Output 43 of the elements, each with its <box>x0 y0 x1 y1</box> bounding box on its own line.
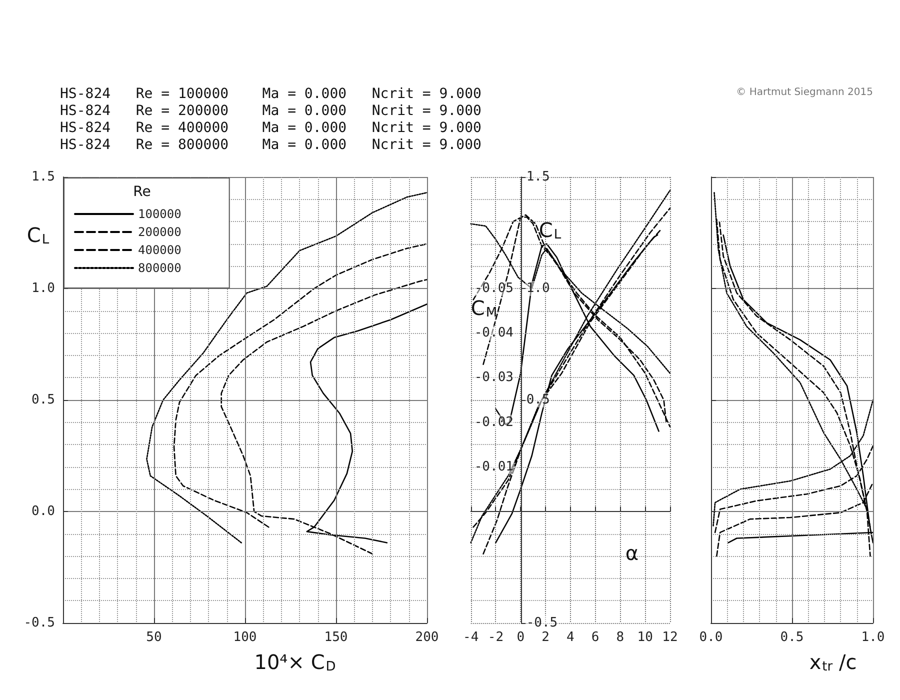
x-tick-label: -4 <box>463 630 479 645</box>
y2-tick-label: -0.04 <box>474 326 514 341</box>
x-axis-title: α <box>625 541 639 565</box>
x-tick-label: 50 <box>146 630 162 645</box>
y-tick-label: 0.0 <box>32 504 55 519</box>
y2-tick-label: -0.02 <box>474 414 514 430</box>
text: HS-824 Re = 400000 Ma = 0.000 Ncrit = 9.000 <box>60 120 482 137</box>
legend-label: 100000 <box>138 207 182 221</box>
text: HS-824 Re = 800000 Ma = 0.000 Ncrit = 9.000 <box>60 137 482 154</box>
y2-tick-label: -0.01 <box>474 459 514 474</box>
x-tick-label: 8 <box>616 630 624 645</box>
x-axis-title: xtr /c <box>809 650 857 674</box>
text: © Hartmut Siegmann 2015 <box>735 86 873 100</box>
x-tick-label: 6 <box>591 630 600 645</box>
legend-label: 400000 <box>138 243 182 257</box>
legend-label: 800000 <box>138 261 182 275</box>
x-tick-label: -2 <box>488 630 504 645</box>
x-tick-label: 10 <box>637 630 653 645</box>
x-tick-label: 0.0 <box>699 630 723 645</box>
x-tick-label: 150 <box>324 630 348 645</box>
y-tick-label: -0.5 <box>24 616 55 630</box>
x-tick-label: 4 <box>566 630 574 645</box>
y-tick-label: 0.5 <box>32 392 55 408</box>
text: HS-824 Re = 200000 Ma = 0.000 Ncrit = 9.000 <box>60 103 482 120</box>
y-tick-label: 1.5 <box>32 170 55 184</box>
x-tick-label: 0.5 <box>780 630 804 645</box>
y-tick-label: -0.5 <box>526 616 558 630</box>
y-axis-title: CL <box>538 218 562 242</box>
x-axis-title: 10⁴× CD <box>254 650 336 674</box>
x-tick-label: 2 <box>542 630 550 645</box>
text: HS-824 Re = 100000 Ma = 0.000 Ncrit = 9.000 <box>60 86 482 103</box>
x-tick-label: 12 <box>662 630 678 645</box>
legend-title: Re <box>133 184 151 200</box>
y-axis-title: CL <box>26 223 50 248</box>
y2-axis-title: CM <box>470 296 498 320</box>
x-tick-label: 0 <box>516 630 525 645</box>
y-tick-label: 1.5 <box>526 170 550 184</box>
y-tick-label: 1.0 <box>32 281 55 296</box>
y2-tick-label: -0.03 <box>474 370 514 386</box>
legend-label: 200000 <box>138 225 182 239</box>
x-tick-label: 1.0 <box>861 630 885 645</box>
x-tick-label: 200 <box>415 630 439 645</box>
x-tick-label: 100 <box>233 630 257 645</box>
